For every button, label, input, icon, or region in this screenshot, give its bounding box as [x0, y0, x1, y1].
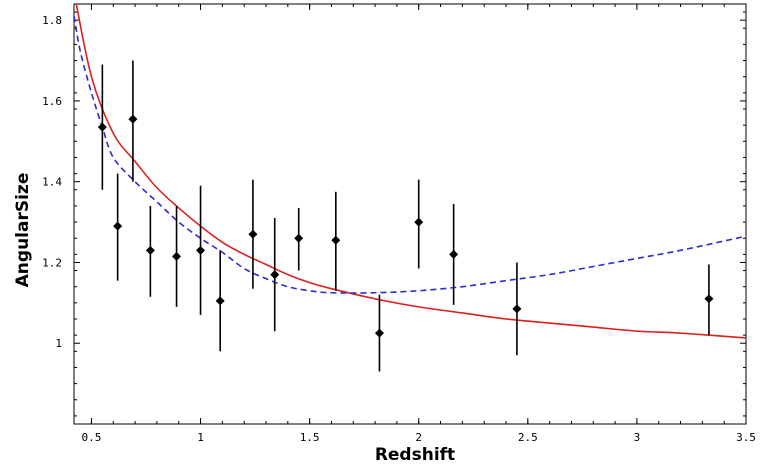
x-tick-label: 3 [634, 431, 641, 444]
data-point [331, 235, 341, 245]
x-tick-label: 0.5 [82, 431, 102, 444]
y-tick-label: 1 [55, 337, 62, 350]
data-point [113, 221, 123, 231]
data-point [145, 245, 155, 255]
y-tick-label: 1.8 [42, 14, 62, 27]
x-tick-label: 3.5 [736, 431, 756, 444]
x-axis-title: Redshift [375, 445, 455, 465]
data-point [414, 217, 424, 227]
plot-frame [73, 3, 747, 425]
dashed-model-curve [74, 15, 746, 294]
x-tick-label: 1.5 [300, 431, 320, 444]
x-tick-label: 1 [197, 431, 204, 444]
data-point [270, 270, 280, 280]
data-point [449, 249, 459, 259]
x-tick-label: 2.5 [518, 431, 538, 444]
data-point [294, 233, 304, 243]
data-point [172, 251, 182, 261]
data-point [128, 114, 138, 124]
data-point [215, 296, 225, 306]
axis-ticks: 0.5 1 1.5 2 2.5 3 3.5 1 1.2 1.4 1.6 1.8 [42, 4, 756, 444]
data-points-layer [97, 60, 714, 372]
data-point [512, 304, 522, 314]
data-point [248, 229, 258, 239]
y-tick-label: 1.6 [42, 95, 62, 108]
y-tick-label: 1.2 [42, 256, 62, 269]
x-tick-label: 2 [415, 431, 422, 444]
data-point [196, 245, 206, 255]
curve-layer [74, 4, 746, 339]
data-point [97, 122, 107, 132]
y-axis-title: AngularSize [13, 173, 33, 288]
data-point [374, 328, 384, 338]
solid-model-curve [75, 4, 746, 339]
data-point [704, 294, 714, 304]
y-tick-label: 1.4 [42, 176, 62, 189]
